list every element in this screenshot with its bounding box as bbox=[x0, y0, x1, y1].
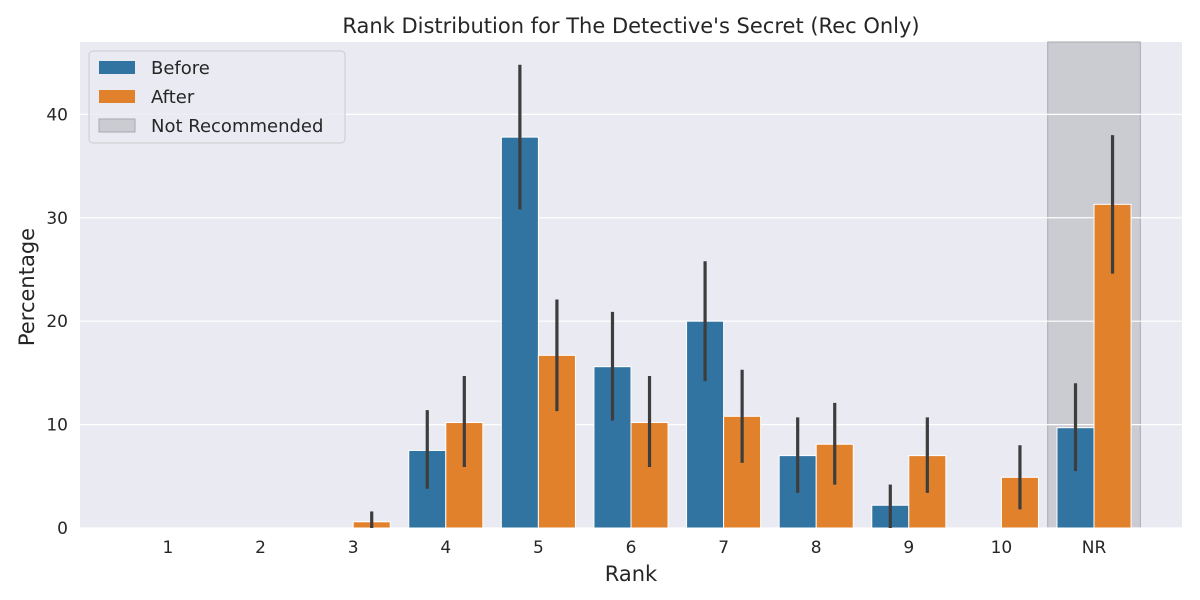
x-tick-label: 4 bbox=[440, 538, 451, 558]
x-tick-label: 1 bbox=[163, 538, 174, 558]
error-bars bbox=[370, 64, 1115, 528]
y-tick-label: 20 bbox=[46, 312, 68, 332]
y-tick-label: 30 bbox=[46, 209, 68, 229]
x-tick-label: 8 bbox=[811, 538, 822, 558]
x-tick-label: 2 bbox=[255, 538, 266, 558]
x-tick-label: 9 bbox=[903, 538, 914, 558]
y-tick-labels: 0 10 20 30 40 bbox=[46, 105, 68, 539]
x-tick-label: 7 bbox=[718, 538, 729, 558]
legend: Before After Not Recommended bbox=[88, 50, 346, 144]
x-tick-label: 10 bbox=[991, 538, 1013, 558]
legend-label-before: Before bbox=[151, 58, 210, 79]
legend-swatch-before bbox=[99, 61, 135, 74]
legend-swatch-not-recommended bbox=[98, 118, 136, 133]
legend-box bbox=[88, 50, 346, 144]
legend-label-after: After bbox=[151, 87, 195, 108]
legend-label-not-recommended: Not Recommended bbox=[151, 116, 323, 137]
x-tick-label: NR bbox=[1082, 538, 1107, 558]
legend-swatch-after bbox=[99, 90, 135, 103]
y-tick-label: 10 bbox=[46, 416, 68, 436]
y-tick-label: 0 bbox=[57, 519, 68, 539]
x-tick-labels: 1 2 3 4 5 6 7 8 9 10 NR bbox=[163, 538, 1107, 558]
y-tick-label: 40 bbox=[46, 105, 68, 125]
x-tick-label: 5 bbox=[533, 538, 544, 558]
x-tick-label: 6 bbox=[626, 538, 637, 558]
y-axis-title: Percentage bbox=[15, 228, 39, 346]
chart-title: Rank Distribution for The Detective's Se… bbox=[342, 14, 919, 38]
x-axis-title: Rank bbox=[605, 562, 658, 586]
x-tick-label: 3 bbox=[348, 538, 359, 558]
